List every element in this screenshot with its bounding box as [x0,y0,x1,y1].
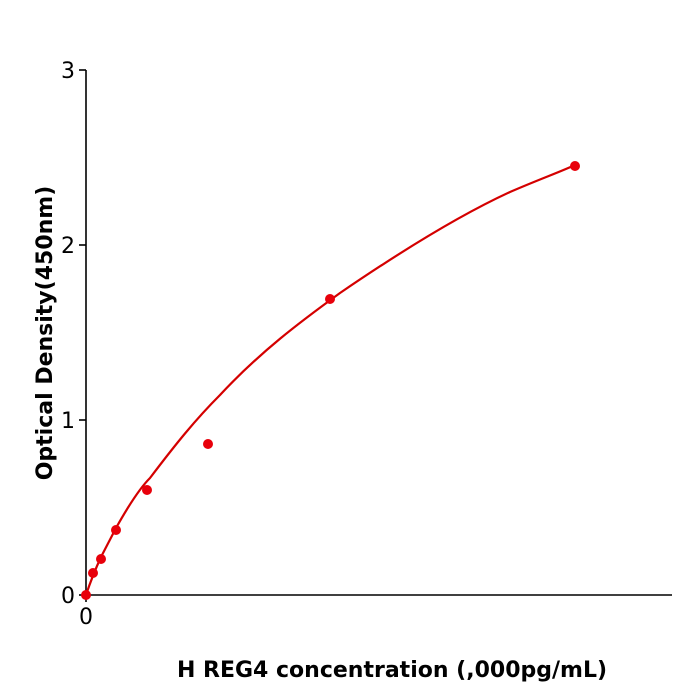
data-points [81,161,580,600]
y-tick-label-2: 2 [61,234,75,259]
data-point [111,525,121,535]
y-ticks [79,69,86,596]
data-point [570,161,580,171]
y-tick-label-0: 0 [61,584,75,609]
x-tick-label-0: 0 [79,605,93,630]
data-point [325,294,335,304]
y-tick-label-3: 3 [61,59,75,84]
data-point [96,554,106,564]
data-point [203,439,213,449]
x-axis-title: H REG4 concentration (,000pg/mL) [177,658,607,683]
data-point [88,568,98,578]
fit-curve [84,164,576,596]
data-point [142,485,152,495]
y-tick-label-1: 1 [61,409,75,434]
data-point [81,590,91,600]
y-axis-title: Optical Density(450nm) [33,186,58,481]
